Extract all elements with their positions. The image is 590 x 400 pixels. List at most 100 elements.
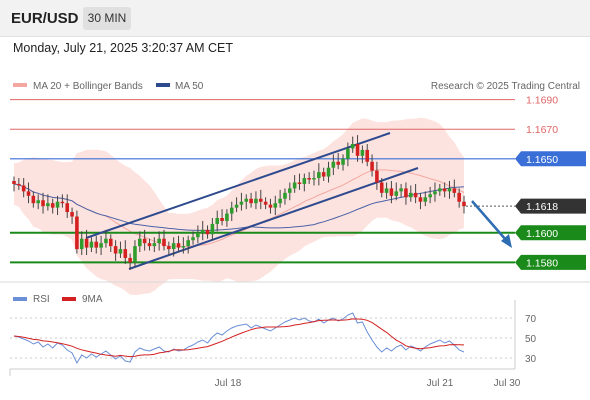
candle-body (118, 249, 123, 254)
symbol-title: EUR/USD (11, 10, 79, 27)
x-tick-label: Jul 30 (494, 378, 521, 389)
rsi-legend: RSI 9MA (13, 294, 103, 305)
candle-body (302, 178, 307, 184)
rsi-ma-legend-swatch (62, 297, 76, 301)
credit-label: Research © 2025 Trading Central (431, 81, 580, 92)
candle-body (379, 182, 384, 193)
candle-body (50, 203, 55, 208)
rsi-tick-label: 50 (525, 334, 537, 345)
candle-body (283, 192, 287, 199)
candle-body (249, 198, 253, 204)
header-bar: EUR/USD 30 MIN (0, 0, 590, 37)
candle-body (152, 243, 157, 247)
candle-body (196, 232, 200, 238)
datetime-label: Monday, July 21, 2025 3:20:37 AM CET (13, 41, 234, 55)
candle-body (26, 191, 31, 196)
candle-body (123, 249, 128, 258)
candle-body (399, 188, 403, 192)
ma20-legend-label: MA 20 + Bollinger Bands (33, 81, 143, 92)
candle-body (205, 229, 210, 235)
candle-body (65, 203, 70, 213)
ma20-legend-swatch (13, 83, 27, 87)
candle-body (142, 238, 147, 244)
candle-body (147, 243, 152, 247)
candle-body (355, 144, 360, 156)
level-tag-support (515, 225, 586, 241)
candle-body (312, 178, 316, 180)
candle-body (288, 188, 292, 193)
candle-body (321, 172, 326, 177)
candle-body (297, 182, 302, 184)
candle-body (438, 188, 442, 192)
candle-body (41, 200, 45, 207)
candle-body (273, 203, 278, 208)
timeframe-button[interactable]: 30 MIN (83, 7, 131, 30)
candle-body (404, 188, 408, 198)
level-label-support: 1.1600 (526, 228, 558, 240)
candle-body (157, 238, 161, 244)
candle-body (389, 188, 394, 196)
candle-body (128, 257, 132, 263)
candle-body (46, 203, 50, 207)
ma50-path (13, 183, 465, 232)
candle-body (191, 237, 195, 241)
level-label-resistance: 1.1690 (526, 95, 558, 107)
candle-body (418, 197, 423, 202)
candle-body (423, 197, 428, 202)
candle-body (70, 212, 74, 217)
candle-body (452, 188, 457, 193)
candle-body (375, 170, 379, 183)
candle-body (408, 192, 413, 198)
candle-body (428, 194, 432, 198)
level-tag-support (515, 254, 586, 270)
candle-body (341, 158, 345, 165)
channel-lower-line (128, 167, 419, 270)
legend: MA 20 + Bollinger Bands MA 50 Research ©… (13, 81, 580, 92)
candle-body (171, 243, 176, 250)
candle-body (365, 149, 370, 162)
candle-body (317, 172, 321, 179)
candle-body (186, 240, 190, 247)
x-tick-label: Jul 21 (427, 378, 454, 389)
candle-body (278, 198, 282, 204)
candle-body (384, 188, 389, 193)
ma50-line (13, 183, 465, 232)
forecast-arrow-line (471, 200, 507, 241)
candle-body (89, 241, 94, 248)
candle-body (220, 218, 224, 221)
candle-body (176, 243, 181, 248)
candle-body (413, 192, 418, 198)
candle-body (181, 246, 186, 248)
rsi-line (13, 312, 465, 365)
candle-body (215, 218, 220, 224)
rsi-tick-label: 30 (525, 354, 537, 365)
price-levels (10, 99, 515, 264)
candle-body (17, 183, 21, 186)
candle-body (234, 204, 239, 208)
candle-body (133, 246, 137, 263)
candle-body (258, 198, 263, 202)
candle-body (268, 204, 273, 208)
candle-body (79, 238, 84, 250)
candle-body (60, 201, 65, 204)
candle-body (162, 238, 166, 247)
candle-body (108, 238, 113, 247)
candle-body (12, 181, 16, 184)
candles (12, 135, 466, 270)
candle-body (350, 144, 355, 149)
candle-body (239, 201, 244, 205)
forecast-arrow-head (501, 234, 512, 248)
candle-body (75, 216, 79, 250)
candle-body (442, 188, 447, 192)
x-axis: Jul 18 Jul 21 Jul 30 (9, 300, 521, 389)
level-label-support: 1.1580 (526, 257, 558, 269)
level-label-pivot: 1.1650 (526, 154, 558, 166)
candle-body (200, 229, 205, 233)
rsi-legend-label: RSI (33, 294, 50, 305)
candle-body (104, 238, 108, 244)
candle-body (307, 178, 311, 180)
candle-body (433, 191, 437, 195)
ma50-legend-swatch (156, 83, 170, 87)
trend-channel (85, 132, 419, 270)
